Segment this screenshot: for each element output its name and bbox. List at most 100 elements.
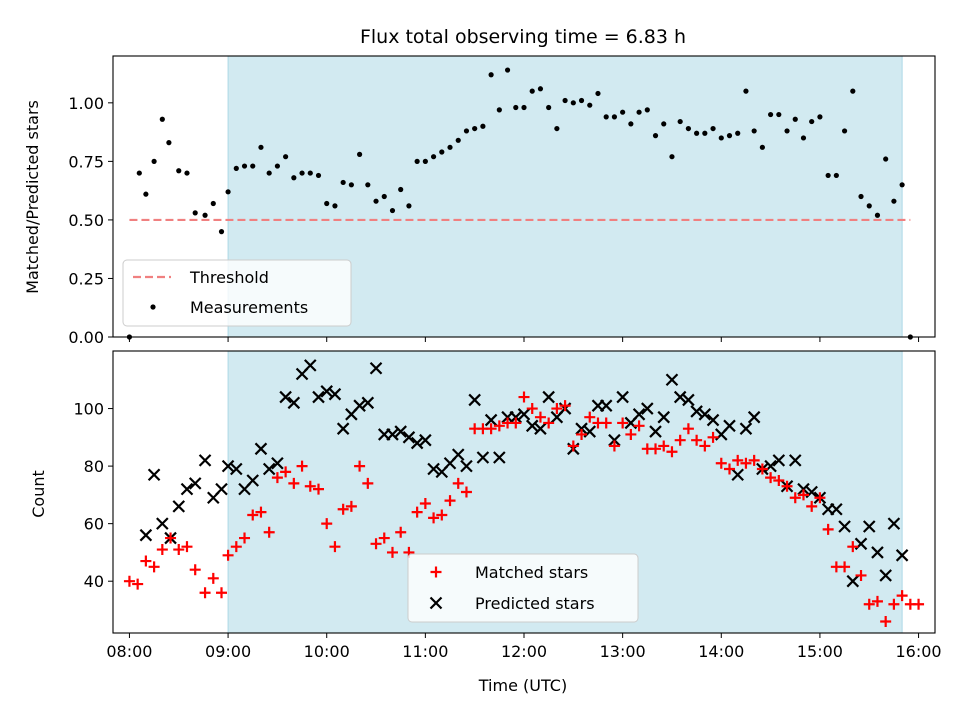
- matched-marker: [510, 417, 522, 429]
- measurement-point: [307, 170, 313, 176]
- predicted-marker: [649, 425, 662, 438]
- x-tick-label: 10:00: [304, 642, 350, 661]
- predicted-marker: [887, 517, 901, 530]
- measurement-point: [866, 203, 872, 209]
- predicted-marker: [336, 422, 350, 435]
- predicted-marker: [410, 436, 424, 450]
- matched-marker: [362, 477, 374, 489]
- predicted-marker: [797, 482, 810, 496]
- bottom-panel: 40 60 80 100 08:00 09:00 10:00 11:00 12:00 13:00…: [29, 350, 942, 695]
- predicted-marker: [468, 393, 481, 407]
- measurement-point: [776, 111, 782, 118]
- predicted-marker: [690, 405, 703, 418]
- matched-marker: [765, 472, 777, 484]
- matched-marker: [567, 440, 579, 452]
- predicted-marker: [221, 459, 235, 473]
- matched-marker: [600, 417, 612, 429]
- predicted-marker: [846, 574, 860, 588]
- matched-marker: [216, 587, 228, 599]
- predicted-marker: [215, 482, 228, 496]
- predicted-marker: [328, 387, 342, 401]
- matched-marker: [855, 569, 867, 581]
- measurement-point: [735, 130, 741, 136]
- measurement-point: [537, 86, 544, 92]
- matched-marker: [304, 480, 316, 492]
- measurement-point: [677, 118, 683, 125]
- measurement-point: [611, 114, 618, 120]
- measurement-point: [710, 125, 716, 132]
- legend-matched-swatch: [430, 566, 442, 578]
- matched-marker: [428, 512, 440, 524]
- measurement-point: [850, 88, 856, 94]
- measurement-point: [899, 182, 905, 188]
- matched-marker: [822, 523, 834, 535]
- legend-box: [122, 259, 352, 327]
- predicted-marker: [271, 456, 284, 470]
- bottom-legend: Matched stars Predicted stars: [407, 553, 639, 623]
- matched-marker: [658, 440, 670, 452]
- legend-label: Threshold: [189, 268, 269, 287]
- matched-marker: [247, 509, 259, 521]
- predicted-marker: [262, 462, 276, 476]
- matched-marker: [386, 546, 398, 558]
- matched-marker: [526, 403, 538, 415]
- measurement-point: [159, 116, 165, 122]
- matched-marker: [576, 428, 588, 440]
- matched-marker: [321, 518, 333, 530]
- matched-marker: [871, 595, 883, 607]
- measurement-point: [595, 90, 601, 97]
- predicted-marker: [673, 390, 687, 404]
- x-tick-label: 08:00: [106, 642, 152, 661]
- matched-marker: [913, 598, 925, 610]
- measurement-point: [176, 168, 182, 174]
- predicted-marker: [706, 413, 720, 427]
- predicted-marker: [353, 399, 366, 412]
- legend-label: Matched stars: [475, 563, 588, 582]
- matched-marker: [181, 541, 193, 553]
- measurement-point: [258, 144, 264, 150]
- y-tick-label: 1.00: [68, 94, 104, 113]
- matched-marker: [863, 598, 875, 610]
- measurement-point: [726, 133, 733, 139]
- predicted-marker: [254, 442, 268, 456]
- predicted-marker: [682, 393, 695, 407]
- measurement-point: [759, 144, 765, 150]
- measurement-point: [184, 170, 190, 176]
- predicted-marker: [484, 413, 498, 427]
- measurement-point: [357, 151, 363, 157]
- top-y-axis-label: Matched/Predicted stars: [23, 100, 42, 294]
- matched-marker: [707, 431, 719, 443]
- matched-marker: [699, 440, 711, 452]
- matched-marker: [814, 492, 826, 504]
- legend-predicted-swatch: [429, 596, 443, 610]
- measurement-point: [883, 156, 889, 162]
- predicted-marker: [517, 408, 531, 421]
- measurement-point: [743, 88, 749, 94]
- measurement-point: [233, 165, 239, 171]
- matched-marker: [132, 578, 144, 590]
- bottom-y-ticks: 40 60 80 100: [73, 400, 113, 591]
- matched-marker: [551, 403, 563, 415]
- predicted-marker: [525, 419, 539, 433]
- measurement-point: [504, 67, 511, 73]
- matched-marker: [724, 463, 735, 475]
- matched-marker: [650, 443, 662, 455]
- measurement-point: [620, 109, 626, 115]
- measurement-point: [324, 200, 330, 207]
- matched-marker: [633, 420, 645, 432]
- y-tick-label: 0.75: [68, 152, 104, 171]
- predicted-marker: [476, 451, 490, 464]
- matched-marker: [263, 526, 275, 538]
- measurement-point: [381, 193, 387, 200]
- measurement-point: [792, 116, 798, 122]
- measurement-point: [488, 72, 494, 78]
- predicted-marker: [493, 451, 506, 464]
- measurement-point: [414, 158, 420, 164]
- predicted-marker: [534, 422, 547, 435]
- measurement-point: [546, 104, 552, 111]
- measurement-point: [578, 97, 585, 104]
- predicted-marker: [230, 462, 243, 476]
- matched-marker: [748, 454, 760, 466]
- predicted-marker: [427, 462, 440, 476]
